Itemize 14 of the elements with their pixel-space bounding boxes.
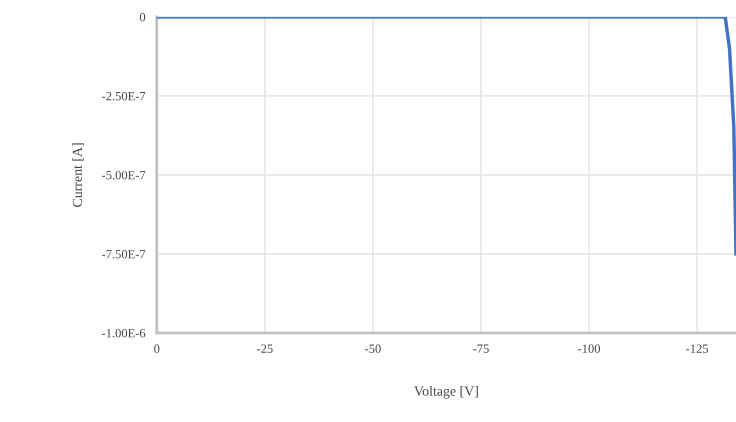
y-tick-label: -1.00E-6 bbox=[102, 328, 146, 338]
x-tick-label: -75 bbox=[473, 344, 489, 353]
x-tick-label: -25 bbox=[256, 344, 273, 353]
x-tick-label: -125 bbox=[686, 344, 708, 353]
x-tick-label: -50 bbox=[365, 344, 381, 353]
y-tick-label: -5.00E-7 bbox=[102, 170, 146, 180]
x-axis-title: Voltage [V] bbox=[414, 386, 478, 399]
line-series bbox=[156, 16, 736, 256]
y-tick-label: -7.50E-7 bbox=[102, 250, 146, 258]
y-tick-label: 0 bbox=[140, 12, 146, 22]
x-tick-label: 0 bbox=[154, 344, 160, 353]
x-tick-label: -100 bbox=[578, 344, 600, 353]
y-tick-label: -2.50E-7 bbox=[102, 92, 146, 100]
y-axis-title: Current [A] bbox=[72, 143, 84, 207]
